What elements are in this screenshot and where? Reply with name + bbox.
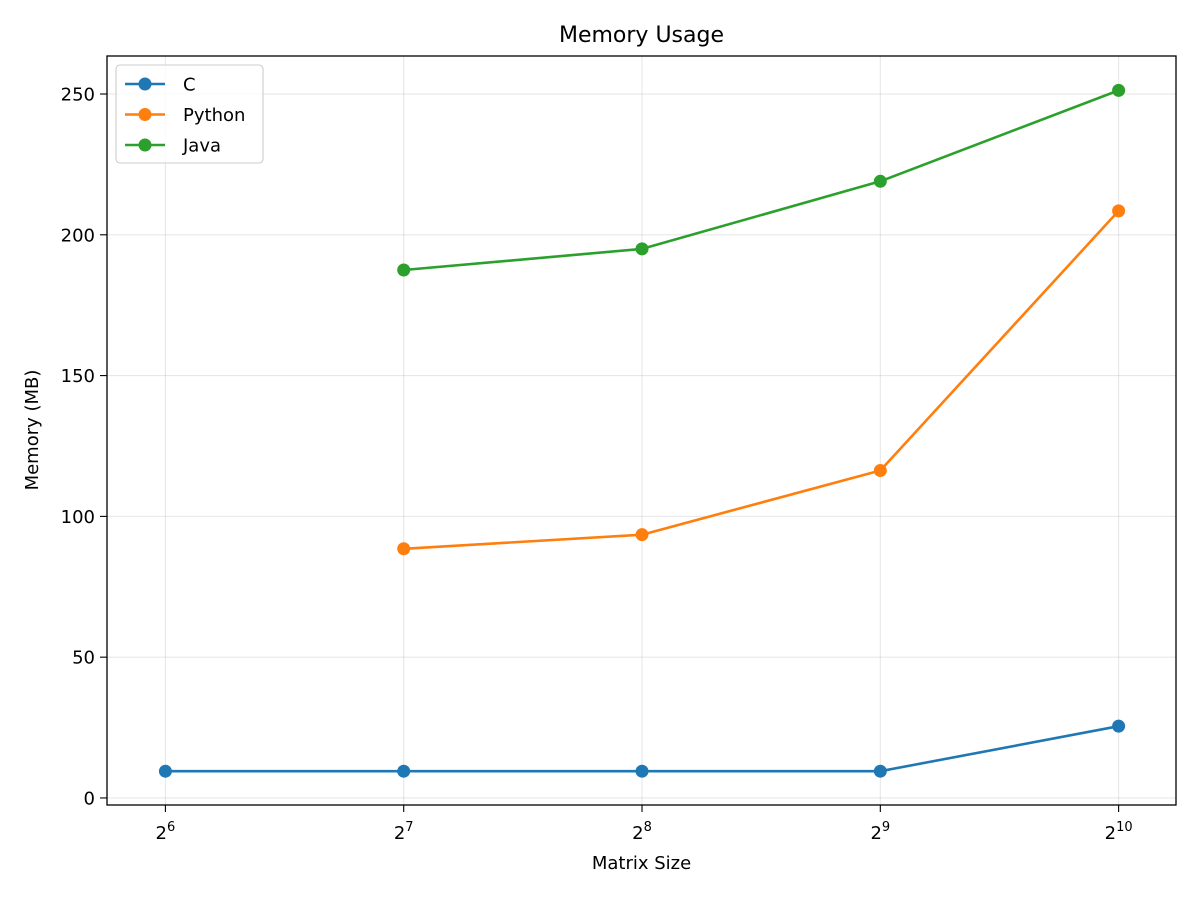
x-tick-label: 27 bbox=[394, 820, 414, 844]
data-point-java bbox=[873, 174, 887, 188]
data-point-python bbox=[397, 542, 411, 556]
data-point-python bbox=[635, 528, 649, 542]
data-point-c bbox=[158, 764, 172, 778]
legend-label-c: C bbox=[183, 75, 196, 96]
chart-title: Memory Usage bbox=[559, 23, 724, 48]
x-tick-label: 29 bbox=[870, 820, 890, 844]
legend-box bbox=[115, 64, 264, 164]
y-tick-label: 150 bbox=[61, 366, 95, 387]
series-line-python bbox=[403, 210, 1120, 551]
data-point-c bbox=[397, 764, 411, 778]
legend-label-java: Java bbox=[182, 136, 221, 157]
y-tick-label: 0 bbox=[84, 788, 95, 809]
legend-marker-java bbox=[138, 138, 152, 152]
x-tick-label: 28 bbox=[632, 820, 652, 844]
data-point-java bbox=[635, 242, 649, 256]
data-point-python bbox=[873, 463, 887, 477]
data-point-java bbox=[397, 263, 411, 277]
y-axis-label: Memory (MB) bbox=[22, 370, 43, 491]
data-point-python bbox=[1112, 204, 1126, 218]
x-tick-label: 26 bbox=[156, 820, 176, 844]
x-tick-label: 210 bbox=[1105, 820, 1133, 844]
legend: C Python Java bbox=[115, 64, 264, 164]
y-tick-label: 200 bbox=[61, 225, 95, 246]
y-tick-label: 250 bbox=[61, 85, 95, 106]
y-axis: 0 50 100 150 200 250 bbox=[61, 85, 107, 809]
data-point-java bbox=[1112, 83, 1126, 97]
series-layer bbox=[158, 83, 1126, 778]
y-tick-label: 100 bbox=[61, 507, 95, 528]
grid bbox=[107, 56, 1176, 805]
x-axis: 26 27 28 29 210 bbox=[156, 805, 1133, 844]
data-point-c bbox=[635, 764, 649, 778]
y-tick-label: 50 bbox=[72, 648, 95, 669]
legend-label-python: Python bbox=[183, 105, 245, 126]
legend-marker-python bbox=[138, 108, 152, 121]
data-point-c bbox=[873, 764, 887, 778]
legend-marker-c bbox=[138, 77, 152, 91]
x-axis-label: Matrix Size bbox=[592, 853, 691, 874]
data-point-c bbox=[1112, 719, 1126, 733]
series-line-java bbox=[403, 89, 1120, 272]
